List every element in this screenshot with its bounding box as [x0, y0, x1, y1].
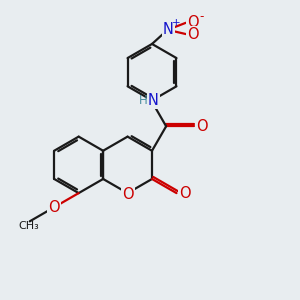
Text: -: - — [199, 10, 204, 23]
Text: O: O — [122, 187, 134, 202]
Text: N: N — [148, 93, 159, 108]
Text: CH₃: CH₃ — [18, 221, 39, 231]
Text: O: O — [187, 15, 198, 30]
Text: O: O — [179, 186, 190, 201]
Text: O: O — [48, 200, 60, 215]
Text: O: O — [196, 119, 208, 134]
Text: H: H — [139, 94, 148, 107]
Text: O: O — [187, 27, 198, 42]
Text: +: + — [172, 18, 180, 28]
Text: N: N — [163, 22, 174, 37]
